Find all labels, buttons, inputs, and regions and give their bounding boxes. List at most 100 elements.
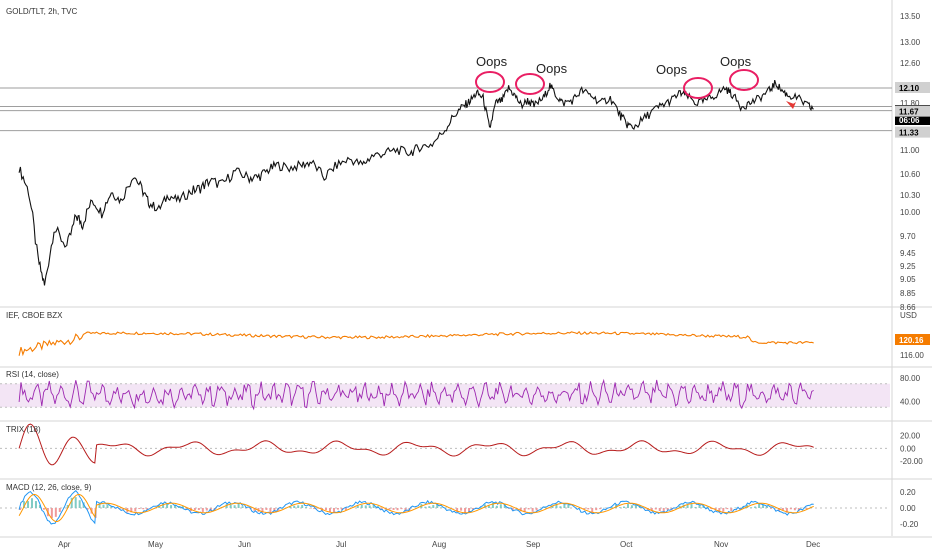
macd-histogram-bar (388, 508, 391, 510)
macd-histogram-bar (726, 508, 729, 510)
macd-histogram-bar (690, 504, 693, 508)
chart-grid (0, 0, 932, 538)
macd-histogram-bar (66, 504, 69, 508)
macd-histogram-bar (102, 504, 105, 508)
macd-histogram-bar (714, 508, 717, 510)
unit-label: USD (900, 311, 917, 320)
month-label: Aug (432, 540, 446, 549)
time-axis[interactable]: Apr May Jun Jul Aug Sep Oct Nov Dec (58, 540, 820, 549)
macd-histogram-bar (777, 508, 780, 511)
macd-histogram-bar (229, 504, 232, 508)
macd-histogram-bar (174, 504, 177, 508)
macd-histogram-bar (567, 504, 570, 508)
macd-histogram-bar (142, 508, 145, 510)
month-label: Jun (238, 540, 251, 549)
macd-histogram-bar (98, 503, 101, 508)
macd-histogram-bar (483, 504, 486, 508)
macd-histogram-bar (762, 504, 765, 508)
macd-histogram-bar (42, 508, 45, 510)
level-badge-bg (895, 105, 930, 117)
macd-histogram-bar (456, 508, 459, 513)
macd-histogram-bar (619, 507, 622, 508)
macd-histogram-bar (205, 508, 208, 511)
macd-histogram-bar (781, 508, 784, 511)
macd-histogram-bar (110, 506, 113, 508)
macd-histogram-bar (793, 508, 796, 511)
macd-histogram-bar (535, 508, 538, 511)
macd-histogram-bar (233, 505, 236, 508)
macd-histogram-bar (328, 508, 331, 513)
macd-histogram-bar (770, 508, 773, 509)
macd-histogram-bar (694, 506, 697, 508)
month-label: Nov (714, 540, 728, 549)
macd-histogram-bar (424, 506, 427, 508)
macd-histogram-bar (38, 505, 41, 508)
macd-histogram-bar (325, 508, 328, 511)
macd-histogram-bar (293, 505, 296, 508)
y-tick-label: 40.00 (900, 397, 921, 406)
macd-histogram-bar (527, 508, 530, 510)
y-tick-label: 13.50 (900, 12, 921, 21)
macd-histogram-bar (428, 506, 431, 508)
macd-histogram-bar (583, 508, 586, 510)
pane-label-trix: TRIX (18) (6, 425, 41, 434)
macd-line (18, 489, 814, 525)
macd-histogram-bar (487, 505, 490, 508)
macd-histogram-bar (555, 503, 558, 508)
price-axis[interactable]: 13.50 13.00 12.60 12.10 11.80 11.00 10.60 10.30… (895, 12, 930, 529)
macd-histogram-bar (491, 502, 494, 508)
y-tick-label: 11.00 (900, 146, 920, 155)
annotation-label: Oops (536, 61, 568, 76)
month-label: Sep (526, 540, 541, 549)
y-tick-label: 9.45 (900, 249, 916, 258)
trix-line (18, 423, 814, 466)
macd-histogram-bar (368, 505, 371, 508)
macd-histogram-bar (297, 505, 300, 508)
macd-histogram-bar (396, 508, 399, 511)
macd-histogram-bar (797, 508, 800, 511)
macd-histogram-bar (650, 508, 653, 512)
macd-histogram-bar (181, 506, 184, 508)
macd-histogram-bar (27, 501, 30, 508)
y-tick-label: 9.25 (900, 262, 916, 271)
y-tick-label: 8.66 (900, 303, 916, 312)
month-label: Apr (58, 540, 71, 549)
macd-histogram-bar (134, 508, 137, 512)
macd-histogram-bar (360, 504, 363, 508)
macd-histogram-bar (468, 508, 471, 513)
level-badge-bg (895, 126, 930, 138)
macd-histogram-bar (185, 508, 188, 510)
annotations: Oops Oops Oops Oops (475, 54, 759, 99)
y-tick-label: 8.85 (900, 289, 916, 298)
countdown-badge: 06:06 (899, 116, 920, 125)
macd-histogram-bar (464, 508, 467, 513)
macd-histogram-bar (193, 508, 196, 511)
macd-histogram-bar (472, 508, 475, 510)
macd-histogram-bar (50, 508, 53, 519)
macd-histogram-bar (253, 508, 256, 511)
indicator-series (0, 330, 890, 525)
macd-histogram-bar (654, 508, 657, 510)
y-tick-label: 20.00 (900, 432, 921, 441)
macd-histogram-bar (146, 508, 149, 511)
macd-histogram-bar (634, 504, 637, 508)
annotation-label: Oops (476, 54, 508, 69)
macd-histogram-bar (269, 508, 272, 513)
macd-histogram-bar (54, 508, 57, 517)
macd-histogram-bar (523, 508, 526, 513)
rsi-line (18, 378, 814, 411)
macd-histogram-bar (58, 508, 61, 512)
macd-histogram-bar (301, 504, 304, 508)
y-tick-label: 10.30 (900, 191, 921, 200)
y-tick-label: 0.20 (900, 488, 916, 497)
y-tick-label: 12.60 (900, 59, 921, 68)
macd-histogram-bar (531, 508, 534, 512)
y-tick-label: 0.00 (900, 504, 916, 513)
y-tick-label: 80.00 (900, 374, 921, 383)
y-tick-label: 9.05 (900, 275, 916, 284)
countdown-badge-bg (895, 114, 930, 125)
macd-histogram-bar (730, 508, 733, 512)
macd-histogram-bar (130, 508, 133, 513)
macd-histogram-bar (225, 504, 228, 508)
highlight-circle-2 (683, 77, 713, 99)
